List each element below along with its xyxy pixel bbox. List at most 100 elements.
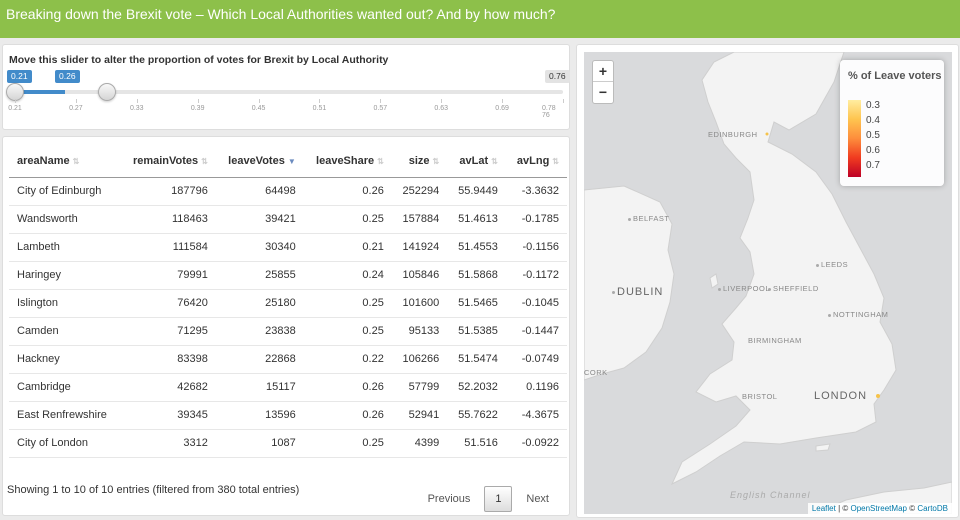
openstreetmap-link[interactable]: OpenStreetMap [850,504,907,513]
column-header-avlat[interactable]: avLat ⇅ [447,145,506,178]
sort-descending-icon: ▼ [287,156,296,166]
cell-avlat: 52.2032 [447,373,506,402]
zoom-in-button[interactable]: + [593,61,613,82]
next-page-button[interactable]: Next [526,493,549,505]
slider-tick [380,99,382,103]
slider-tick-label: 0.51 [312,105,327,112]
cell-leaveshare: 0.24 [303,261,392,290]
cell-size: 101600 [391,289,448,318]
isle-of-man [709,273,719,289]
slider-tick-label: 0.45 [251,105,266,112]
cell-areaname: East Renfrewshire [9,401,121,430]
cell-areaname: Hackney [9,345,121,374]
column-header-label: avLat [459,154,489,167]
slider-max-label: 0.76 [545,70,570,83]
column-header-leaveshare[interactable]: leaveShare ⇅ [303,145,392,178]
cell-leaveshare: 0.25 [303,289,392,318]
slider-tick-label: 0.27 [69,105,83,112]
legend-value: 0.3 [866,100,880,111]
zoom-out-button[interactable]: − [598,84,608,100]
page-1-button[interactable]: 1 [484,486,513,512]
isle-of-wight [815,443,831,452]
cell-leavevotes: 39421 [215,205,304,234]
table-row[interactable]: City of Edinburgh 187796 64498 0.26 252294 55… [9,177,567,206]
slider-panel: Move this slider to alter the proportion… [2,44,570,130]
column-header-avlng[interactable]: avLng ⇅ [505,145,567,178]
table-row[interactable]: East Renfrewshire 39345 13596 0.26 52941 55.7… [9,401,567,430]
slider-tick [502,99,504,103]
pagination: Previous 1 Next [418,486,559,512]
column-header-areaname[interactable]: areaName ⇅ [9,145,121,178]
cell-avlat: 51.4613 [447,205,506,234]
cell-leaveshare: 0.26 [303,373,392,402]
cell-areaname: Cambridge [9,373,121,402]
slider-tick-label: 0.69 [495,105,509,112]
cell-avlng: -0.0749 [505,345,567,374]
slider-tick-label: 0.63 [434,105,449,112]
place-label-london: LONDON [814,390,868,402]
cell-leavevotes: 25855 [215,261,304,290]
legend-value: 0.5 [866,130,880,141]
slider-from-label: 0.21 [7,70,32,83]
slider-tick-label: 0.57 [373,105,388,112]
table-row[interactable]: Lambeth 111584 30340 0.21 141924 51.4553 -0.11… [9,233,567,262]
table-row[interactable]: Islington 76420 25180 0.25 101600 51.5465 -0.1… [9,289,567,318]
cell-remainvotes: 118463 [120,205,216,234]
slider-tick-label: 0.78 76 [542,105,556,119]
cell-size: 4399 [391,429,448,458]
sort-icon: ⇅ [377,156,384,166]
column-header-leavevotes[interactable]: leaveVotes ▼ [215,145,304,178]
cell-size: 105846 [391,261,448,290]
legend-value: 0.6 [866,145,880,156]
cell-avlat: 55.7622 [447,401,506,430]
column-header-label: remainVotes [132,154,199,167]
table-row[interactable]: City of London 3312 1087 0.25 4399 51.516 -0.0… [9,429,567,458]
column-header-size[interactable]: size ⇅ [391,145,448,178]
previous-page-button[interactable]: Previous [427,493,471,505]
cartodb-link[interactable]: CartoDB [917,504,948,513]
edinburgh-point [765,132,769,136]
map-legend: % of Leave voters 0.3 0.4 0.5 0.6 0.7 [840,60,944,186]
cell-remainvotes: 111584 [120,233,216,262]
slider-tick [441,99,443,103]
scotland-landmass [670,52,897,486]
cell-avlng: -3.3632 [505,177,567,206]
cell-areaname: City of London [9,429,121,458]
table-row[interactable]: Camden 71295 23838 0.25 95133 51.5385 -0.1447 [9,317,567,346]
map[interactable]: + − % of Leave voters 0.3 0.4 0.5 0.6 0.… [584,52,952,514]
cell-size: 252294 [391,177,448,206]
slider-track[interactable] [15,90,563,94]
place-label-dublin: DUBLIN [612,286,663,298]
leaflet-link[interactable]: Leaflet [811,504,836,513]
cell-avlng: -4.3675 [505,401,567,430]
table-row[interactable]: Hackney 83398 22868 0.22 106266 51.5474 -0.074… [9,345,567,374]
cell-remainvotes: 79991 [120,261,216,290]
table-row[interactable]: Haringey 79991 25855 0.24 105846 51.5868 -0.11… [9,261,567,290]
cell-avlat: 51.516 [447,429,506,458]
data-table-panel: areaName ⇅ remainVotes ⇅ leaveVotes ▼ leaveSha… [2,136,570,516]
cell-areaname: Haringey [9,261,121,290]
cell-avlat: 51.5868 [447,261,506,290]
cell-leaveshare: 0.21 [303,233,392,262]
cell-leavevotes: 23838 [215,317,304,346]
place-label-leeds: LEEDS [816,260,848,269]
legend-title: % of Leave voters [848,70,942,82]
cell-areaname: Islington [9,289,121,318]
cell-remainvotes: 83398 [120,345,216,374]
attribution-separator: © [906,504,918,513]
table-row[interactable]: Wandsworth 118463 39421 0.25 157884 51.4613 -0… [9,205,567,234]
cell-remainvotes: 39345 [120,401,216,430]
table-row[interactable]: Cambridge 42682 15117 0.26 57799 52.2032 0.119… [9,373,567,402]
column-header-remainvotes[interactable]: remainVotes ⇅ [120,145,216,178]
place-label-sheffield: SHEFFIELD [768,284,819,293]
slider-label: Move this slider to alter the proportion… [9,54,389,66]
cell-avlat: 51.4553 [447,233,506,262]
cell-leaveshare: 0.26 [303,401,392,430]
slider-selected-range [15,90,65,94]
cell-leavevotes: 30340 [215,233,304,262]
cell-avlng: -0.1447 [505,317,567,346]
slider-to-handle[interactable] [97,83,116,101]
slider-tick-label: 0.33 [129,105,144,112]
sort-icon: ⇅ [72,156,80,166]
cell-remainvotes: 71295 [120,317,216,346]
